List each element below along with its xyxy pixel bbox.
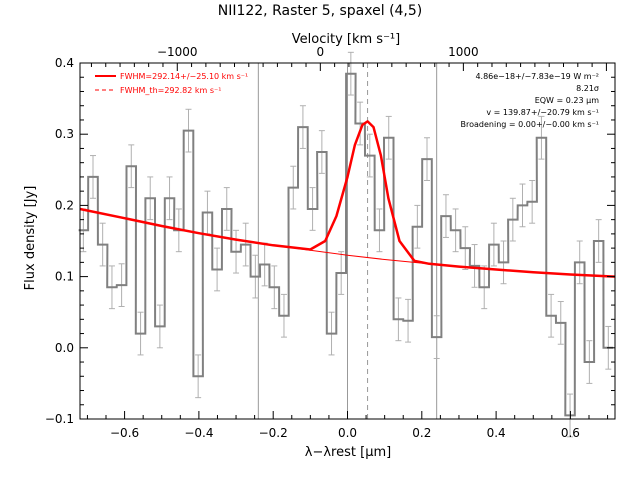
axes-layer: −0.6 −0.4 −0.2 0.0 0.2 0.4 0.6 −0.1 0.0 0.1 0.2 0.3…	[45, 45, 616, 440]
y-axis-label: Flux density [Jy]	[23, 186, 38, 291]
annotation-sigma: 8.21σ	[576, 84, 599, 93]
y-tick-label: 0.1	[55, 270, 74, 284]
legend-entry-fwhm: FWHM=292.14+/−25.10 km s⁻¹	[120, 72, 248, 81]
x-tick-label: −0.4	[184, 426, 213, 440]
y-tick-label: 0.4	[55, 56, 74, 70]
data-series-layer	[78, 51, 614, 438]
v-tick-label: 1000	[448, 45, 479, 59]
annotation-flux: 4.86e−18+/−7.83e−19 W m⁻²	[475, 72, 599, 81]
fit-line	[79, 120, 616, 278]
v-tick-label: −1000	[157, 45, 198, 59]
chart-title: NII122, Raster 5, spaxel (4,5)	[218, 3, 423, 19]
x-tick-label: −0.2	[259, 426, 288, 440]
text-layer: NII122, Raster 5, spaxel (4,5) Velocity …	[23, 3, 599, 460]
y-tick-label: −0.1	[45, 412, 74, 426]
annotation-eqw: EQW = 0.23 μm	[535, 96, 599, 105]
y-tick-label: 0.3	[55, 127, 74, 141]
y-tick-label: 0.2	[55, 198, 74, 212]
annotation-velocity: v = 139.87+/−20.79 km s⁻¹	[486, 108, 599, 117]
annotation-broadening: Broadening = 0.00+/−0.00 km s⁻¹	[461, 120, 599, 129]
x-tick-label: 0.0	[338, 426, 357, 440]
fit-layer	[79, 120, 616, 278]
x-tick-label: 0.6	[561, 426, 580, 440]
data-step-line	[78, 72, 614, 417]
x-tick-label: 0.2	[412, 426, 431, 440]
y-tick-label: 0.0	[55, 341, 74, 355]
legend-entry-fwhm-th: FWHM_th=292.82 km s⁻¹	[120, 86, 221, 95]
x-axis-label: λ−λrest [μm]	[305, 445, 391, 460]
v-tick-label: 0	[317, 45, 325, 59]
x-tick-label: 0.4	[487, 426, 506, 440]
x-tick-label: −0.6	[110, 426, 139, 440]
top-axis-label: Velocity [km s⁻¹]	[292, 32, 400, 47]
